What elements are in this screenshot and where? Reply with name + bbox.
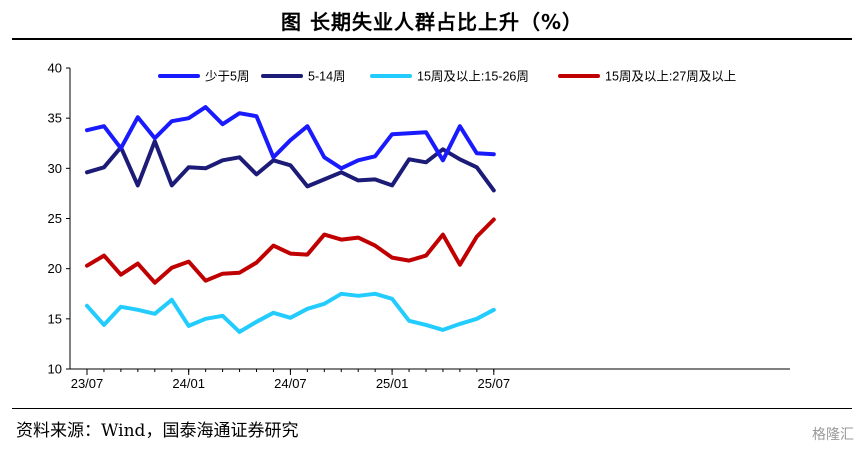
source-note: 资料来源：Wind，国泰海通证券研究 bbox=[16, 421, 299, 441]
x-tick-label: 24/07 bbox=[274, 376, 307, 391]
legend-label: 少于5周 bbox=[205, 70, 249, 84]
series-line bbox=[85, 105, 496, 171]
x-tick-label: 23/07 bbox=[71, 376, 104, 391]
series-line bbox=[85, 291, 496, 334]
chart-area: 10 15 20 25 30 35 40 23/07 24/01 24/07 25/01 25/07 少… bbox=[48, 61, 790, 391]
y-tick-label: 20 bbox=[48, 261, 62, 276]
chart-title: 图 长期失业人群占比上升（%） bbox=[280, 10, 583, 34]
x-tick-label: 24/01 bbox=[172, 376, 205, 391]
y-tick-label: 25 bbox=[48, 211, 62, 226]
x-tick-label: 25/07 bbox=[478, 376, 511, 391]
source-divider bbox=[12, 408, 852, 409]
y-tick-label: 35 bbox=[48, 111, 62, 126]
y-tick-label: 30 bbox=[48, 161, 62, 176]
series-line bbox=[85, 139, 496, 193]
x-tick-label: 25/01 bbox=[376, 376, 409, 391]
legend-label: 15周及以上:27周及以上 bbox=[605, 70, 736, 84]
y-tick-label: 40 bbox=[48, 61, 62, 76]
watermark-logo: 格隆汇 bbox=[812, 427, 854, 443]
series-line bbox=[85, 217, 496, 285]
title-divider bbox=[12, 38, 852, 40]
legend-label: 5-14周 bbox=[308, 70, 346, 84]
legend-label: 15周及以上:15-26周 bbox=[417, 70, 529, 84]
y-tick-label: 15 bbox=[48, 311, 62, 326]
y-tick-label: 10 bbox=[48, 362, 62, 377]
